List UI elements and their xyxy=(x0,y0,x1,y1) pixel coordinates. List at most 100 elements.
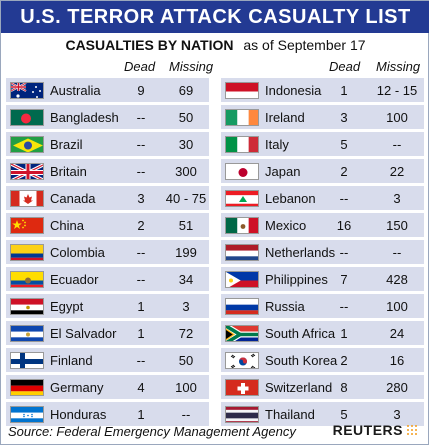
country-row: Egypt 1 3 xyxy=(6,294,209,318)
dead-count: -- xyxy=(136,353,146,368)
dead-count: 2 xyxy=(340,164,348,179)
page-title: U.S. TERROR ATTACK CASUALTY LIST xyxy=(1,1,429,33)
reuters-dot-icon xyxy=(406,424,418,436)
dead-count: 7 xyxy=(340,272,348,287)
country-row: South Korea 2 16 xyxy=(221,348,424,372)
missing-count: 40 - 75 xyxy=(165,191,207,206)
missing-count: 22 xyxy=(389,164,405,179)
dead-count: 1 xyxy=(137,407,145,422)
country-name: Netherlands xyxy=(265,245,336,260)
country-name: Japan xyxy=(265,164,301,179)
missing-count: -- xyxy=(392,245,402,260)
dead-count: -- xyxy=(339,299,349,314)
country-name: Italy xyxy=(265,137,289,152)
missing-count: 72 xyxy=(178,326,194,341)
left-column: Dead Missing Australia 9 69 Bangladesh -- 50 B… xyxy=(6,59,213,426)
country-row: South Africa 1 24 xyxy=(221,321,424,345)
country-name: Britain xyxy=(50,164,87,179)
country-row: Japan 2 22 xyxy=(221,159,424,183)
dead-count: -- xyxy=(136,272,146,287)
dead-count: 4 xyxy=(137,380,145,395)
finland-flag-icon xyxy=(10,352,44,369)
reuters-logo: REUTERS xyxy=(333,422,418,438)
missing-count: 280 xyxy=(386,380,408,395)
canada-flag-icon xyxy=(10,190,44,207)
dead-count: -- xyxy=(339,245,349,260)
country-row: Australia 9 69 xyxy=(6,78,209,102)
country-name: Mexico xyxy=(265,218,307,233)
missing-count: 50 xyxy=(178,110,194,125)
china-flag-icon xyxy=(10,217,44,234)
country-row: Ireland 3 100 xyxy=(221,105,424,129)
country-name: Australia xyxy=(50,83,101,98)
subtitle: CASUALTIES BY NATION as of September 17 xyxy=(1,37,429,53)
el-salvador-flag-icon xyxy=(10,325,44,342)
missing-count: 300 xyxy=(175,164,197,179)
dead-header: Dead xyxy=(124,59,156,74)
mexico-flag-icon xyxy=(225,217,259,234)
dead-count: 3 xyxy=(137,191,145,206)
russia-flag-icon xyxy=(225,298,259,315)
missing-count: 3 xyxy=(393,407,401,422)
left-column-header: Dead Missing xyxy=(6,59,213,75)
ireland-flag-icon xyxy=(225,109,259,126)
dead-count: -- xyxy=(339,191,349,206)
dead-count: 5 xyxy=(340,407,348,422)
missing-header: Missing xyxy=(169,59,214,74)
dead-count: 9 xyxy=(137,83,145,98)
source-note: Source: Federal Emergency Management Age… xyxy=(8,424,296,439)
country-row: Russia -- 100 xyxy=(221,294,424,318)
country-name: Bangladesh xyxy=(50,110,119,125)
dead-count: -- xyxy=(136,164,146,179)
country-row: Indonesia 1 12 - 15 xyxy=(221,78,424,102)
philippines-flag-icon xyxy=(225,271,259,288)
country-name: Canada xyxy=(50,191,96,206)
britain-flag-icon xyxy=(10,163,44,180)
right-column-header: Dead Missing xyxy=(221,59,424,75)
missing-count: 199 xyxy=(175,245,197,260)
italy-flag-icon xyxy=(225,136,259,153)
ecuador-flag-icon xyxy=(10,271,44,288)
country-name: Ireland xyxy=(265,110,305,125)
bangladesh-flag-icon xyxy=(10,109,44,126)
dead-count: -- xyxy=(136,137,146,152)
missing-count: 3 xyxy=(182,299,190,314)
dead-count: 1 xyxy=(340,326,348,341)
right-column: Dead Missing Indonesia 1 12 - 15 Ireland 3 10… xyxy=(221,59,424,426)
dead-count: 1 xyxy=(137,326,145,341)
missing-count: 150 xyxy=(386,218,408,233)
missing-count: 16 xyxy=(389,353,405,368)
dead-count: 3 xyxy=(340,110,348,125)
country-row: Brazil -- 30 xyxy=(6,132,209,156)
country-row: Finland -- 50 xyxy=(6,348,209,372)
subtitle-heading: CASUALTIES BY NATION xyxy=(65,37,234,53)
country-name: El Salvador xyxy=(50,326,117,341)
thailand-flag-icon xyxy=(225,406,259,423)
country-row: Mexico 16 150 xyxy=(221,213,424,237)
dead-header: Dead xyxy=(329,59,361,74)
country-name: Honduras xyxy=(50,407,107,422)
missing-count: 69 xyxy=(178,83,194,98)
country-name: Philippines xyxy=(265,272,328,287)
country-name: Egypt xyxy=(50,299,84,314)
dead-count: 16 xyxy=(336,218,352,233)
switzerland-flag-icon xyxy=(225,379,259,396)
missing-count: 34 xyxy=(178,272,194,287)
dead-count: -- xyxy=(136,110,146,125)
country-name: China xyxy=(50,218,84,233)
dead-count: -- xyxy=(136,245,146,260)
indonesia-flag-icon xyxy=(225,82,259,99)
missing-count: 51 xyxy=(178,218,194,233)
honduras-flag-icon xyxy=(10,406,44,423)
country-name: Indonesia xyxy=(265,83,322,98)
country-row: Honduras 1 -- xyxy=(6,402,209,426)
netherlands-flag-icon xyxy=(225,244,259,261)
germany-flag-icon xyxy=(10,379,44,396)
dead-count: 1 xyxy=(340,83,348,98)
lebanon-flag-icon xyxy=(225,190,259,207)
missing-count: 100 xyxy=(386,110,408,125)
country-name: South Africa xyxy=(265,326,336,341)
country-row: Germany 4 100 xyxy=(6,375,209,399)
dead-count: 2 xyxy=(137,218,145,233)
country-name: Finland xyxy=(50,353,93,368)
